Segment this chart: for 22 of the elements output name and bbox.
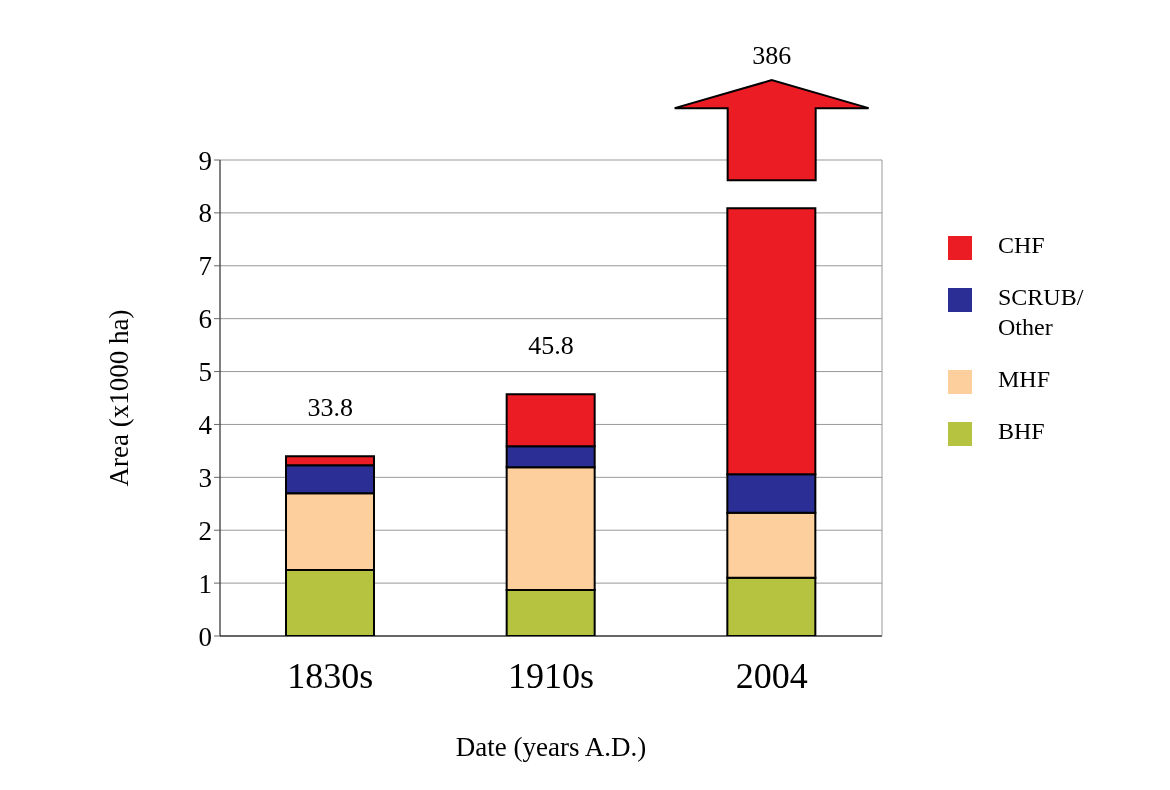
y-axis-title: Area (x1000 ha) — [103, 309, 134, 487]
y-tick-label: 8 — [198, 198, 212, 229]
y-tick-label: 0 — [198, 621, 212, 652]
legend-label: BHF — [998, 417, 1046, 446]
legend-label: MHF — [998, 365, 1052, 394]
x-tick-label: 1830s — [287, 655, 374, 696]
legend-label: CHF — [998, 231, 1046, 260]
y-tick-label: 6 — [198, 304, 212, 335]
y-tick-label: 3 — [198, 462, 212, 493]
text: 386 — [752, 41, 792, 71]
y-tick-label: 7 — [198, 251, 212, 282]
y-tick-label: 2 — [198, 515, 212, 546]
x-axis-title: Date (years A.D.) — [455, 732, 647, 762]
y-tick-label: 1 — [198, 568, 212, 599]
x-tick-label: 1910s — [507, 655, 595, 696]
annotation: 45.8 — [528, 331, 574, 361]
x-tick-label: 2004 — [735, 655, 808, 696]
y-tick-label: 4 — [198, 410, 213, 441]
y-tick-label: 5 — [198, 357, 212, 388]
y-tick-label: 9 — [198, 145, 212, 176]
annotation: 33.8 — [307, 393, 354, 423]
legend-label: SCRUB/ Other — [998, 283, 1085, 342]
